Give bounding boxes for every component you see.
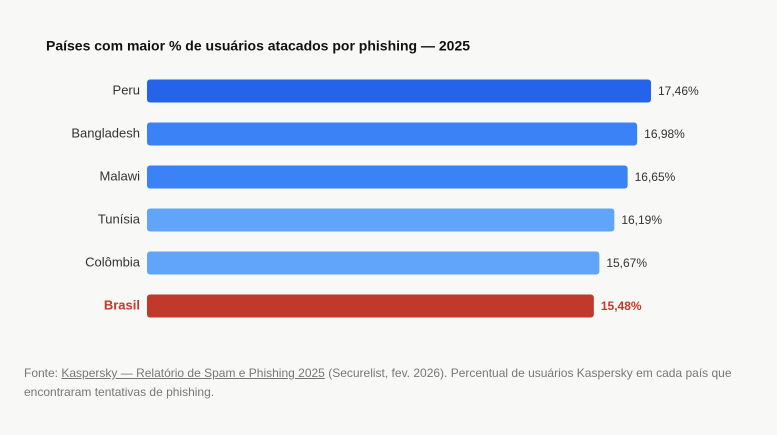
value-label: 16,65%	[635, 170, 676, 184]
category-label: Bangladesh	[71, 125, 140, 140]
value-label: 17,46%	[658, 84, 699, 98]
bar	[147, 208, 615, 232]
bar	[147, 122, 638, 146]
value-label: 16,98%	[644, 127, 685, 141]
bar	[147, 294, 594, 318]
source-link[interactable]: Kaspersky — Relatório de Spam e Phishing…	[61, 366, 325, 380]
category-label: Brasil	[104, 297, 140, 312]
value-label: 15,67%	[606, 256, 647, 270]
value-label: 15,48%	[601, 299, 642, 313]
chart-title: Países com maior % de usuários atacados …	[46, 38, 470, 54]
category-label: Malawi	[100, 168, 141, 183]
source-note: Fonte: Kaspersky — Relatório de Spam e P…	[24, 364, 754, 402]
category-label: Colômbia	[85, 254, 141, 269]
category-label: Peru	[113, 82, 140, 97]
category-label: Tunísia	[98, 211, 141, 226]
bar	[147, 165, 628, 189]
chart: Países com maior % de usuários atacados …	[46, 38, 699, 318]
bar	[147, 251, 600, 275]
source-prefix: Fonte:	[24, 366, 59, 380]
value-label: 16,19%	[621, 213, 662, 227]
bar	[147, 79, 651, 103]
source-suffix: (Securelist, fev. 2026). Percentual de u…	[24, 366, 732, 399]
